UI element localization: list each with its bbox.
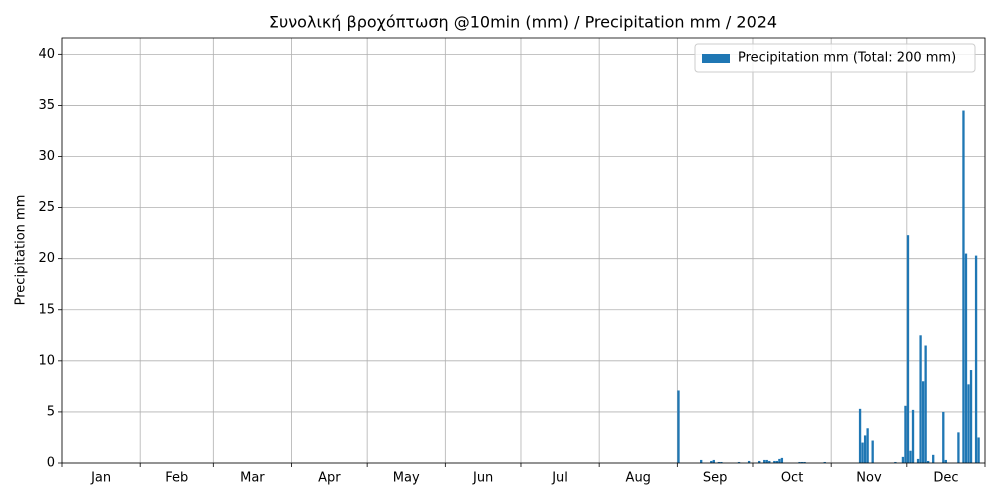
bar — [919, 335, 922, 463]
legend: Precipitation mm (Total: 200 mm) — [694, 43, 976, 73]
bar — [768, 460, 771, 463]
x-tick-label: Dec — [933, 471, 958, 486]
y-axis-label: Precipitation mm — [14, 195, 29, 306]
bar — [977, 437, 980, 463]
bar — [800, 461, 804, 463]
x-tick-label: Jun — [472, 471, 493, 486]
bar — [942, 411, 945, 463]
bar — [712, 459, 715, 463]
chart-title: Συνολική βροχόπτωση @10min (mm) / Precip… — [269, 13, 777, 32]
bar — [921, 381, 925, 463]
bar — [780, 457, 784, 463]
grid — [61, 38, 986, 464]
bar — [710, 460, 713, 463]
y-tick-label: 35 — [38, 98, 55, 113]
x-tick-label: Jan — [90, 471, 111, 486]
bar — [775, 460, 779, 463]
bar — [924, 345, 927, 463]
bar — [911, 409, 915, 463]
bar — [871, 440, 874, 463]
y-tick-label: 25 — [38, 200, 55, 215]
y-tick-label: 20 — [38, 251, 55, 266]
bar — [969, 370, 973, 463]
legend-box — [694, 43, 976, 73]
bar — [717, 461, 721, 463]
bar — [894, 461, 897, 463]
bar — [962, 110, 965, 463]
y-tick-label: 15 — [38, 302, 55, 317]
x-tick-label: Feb — [165, 471, 188, 486]
x-tick-label: May — [393, 471, 420, 486]
x-tick-label: Sep — [703, 471, 728, 486]
bar — [866, 428, 869, 463]
bar — [904, 405, 907, 463]
bar — [677, 390, 680, 463]
bar — [758, 460, 761, 463]
bar — [823, 461, 826, 463]
bar — [957, 432, 960, 463]
plot-frame — [61, 37, 986, 464]
bar — [861, 442, 864, 463]
bar — [967, 384, 970, 463]
y-tick-label: 0 — [47, 456, 55, 471]
bar — [700, 459, 703, 463]
bar — [863, 435, 867, 463]
y-tick-label: 40 — [38, 47, 55, 62]
bar — [763, 459, 766, 463]
bar — [747, 460, 751, 463]
bar — [964, 253, 968, 463]
bar — [765, 459, 768, 463]
bar — [803, 461, 806, 463]
bar — [974, 255, 978, 463]
bar — [901, 456, 905, 463]
bar — [926, 460, 930, 463]
y-tick-label: 10 — [38, 353, 55, 368]
bar — [916, 458, 920, 463]
bar — [778, 458, 781, 463]
y-tick-label: 30 — [38, 149, 55, 164]
x-tick-label: Jul — [551, 471, 568, 486]
bar — [906, 235, 910, 463]
legend-swatch — [702, 54, 730, 63]
y-tick-label: 5 — [47, 404, 55, 419]
x-tick-label: Apr — [318, 471, 341, 486]
x-tick-label: Mar — [240, 471, 265, 486]
x-tick-label: Nov — [856, 471, 882, 486]
bar — [909, 450, 912, 463]
bar — [944, 459, 947, 463]
bar — [858, 408, 862, 463]
bar — [932, 454, 935, 463]
x-tick-label: Aug — [626, 471, 651, 486]
bar — [720, 461, 723, 463]
bar — [798, 461, 801, 463]
x-tick-label: Oct — [781, 471, 803, 486]
bar — [737, 461, 741, 463]
bar — [773, 460, 776, 463]
legend-label: Precipitation mm (Total: 200 mm) — [738, 51, 956, 66]
